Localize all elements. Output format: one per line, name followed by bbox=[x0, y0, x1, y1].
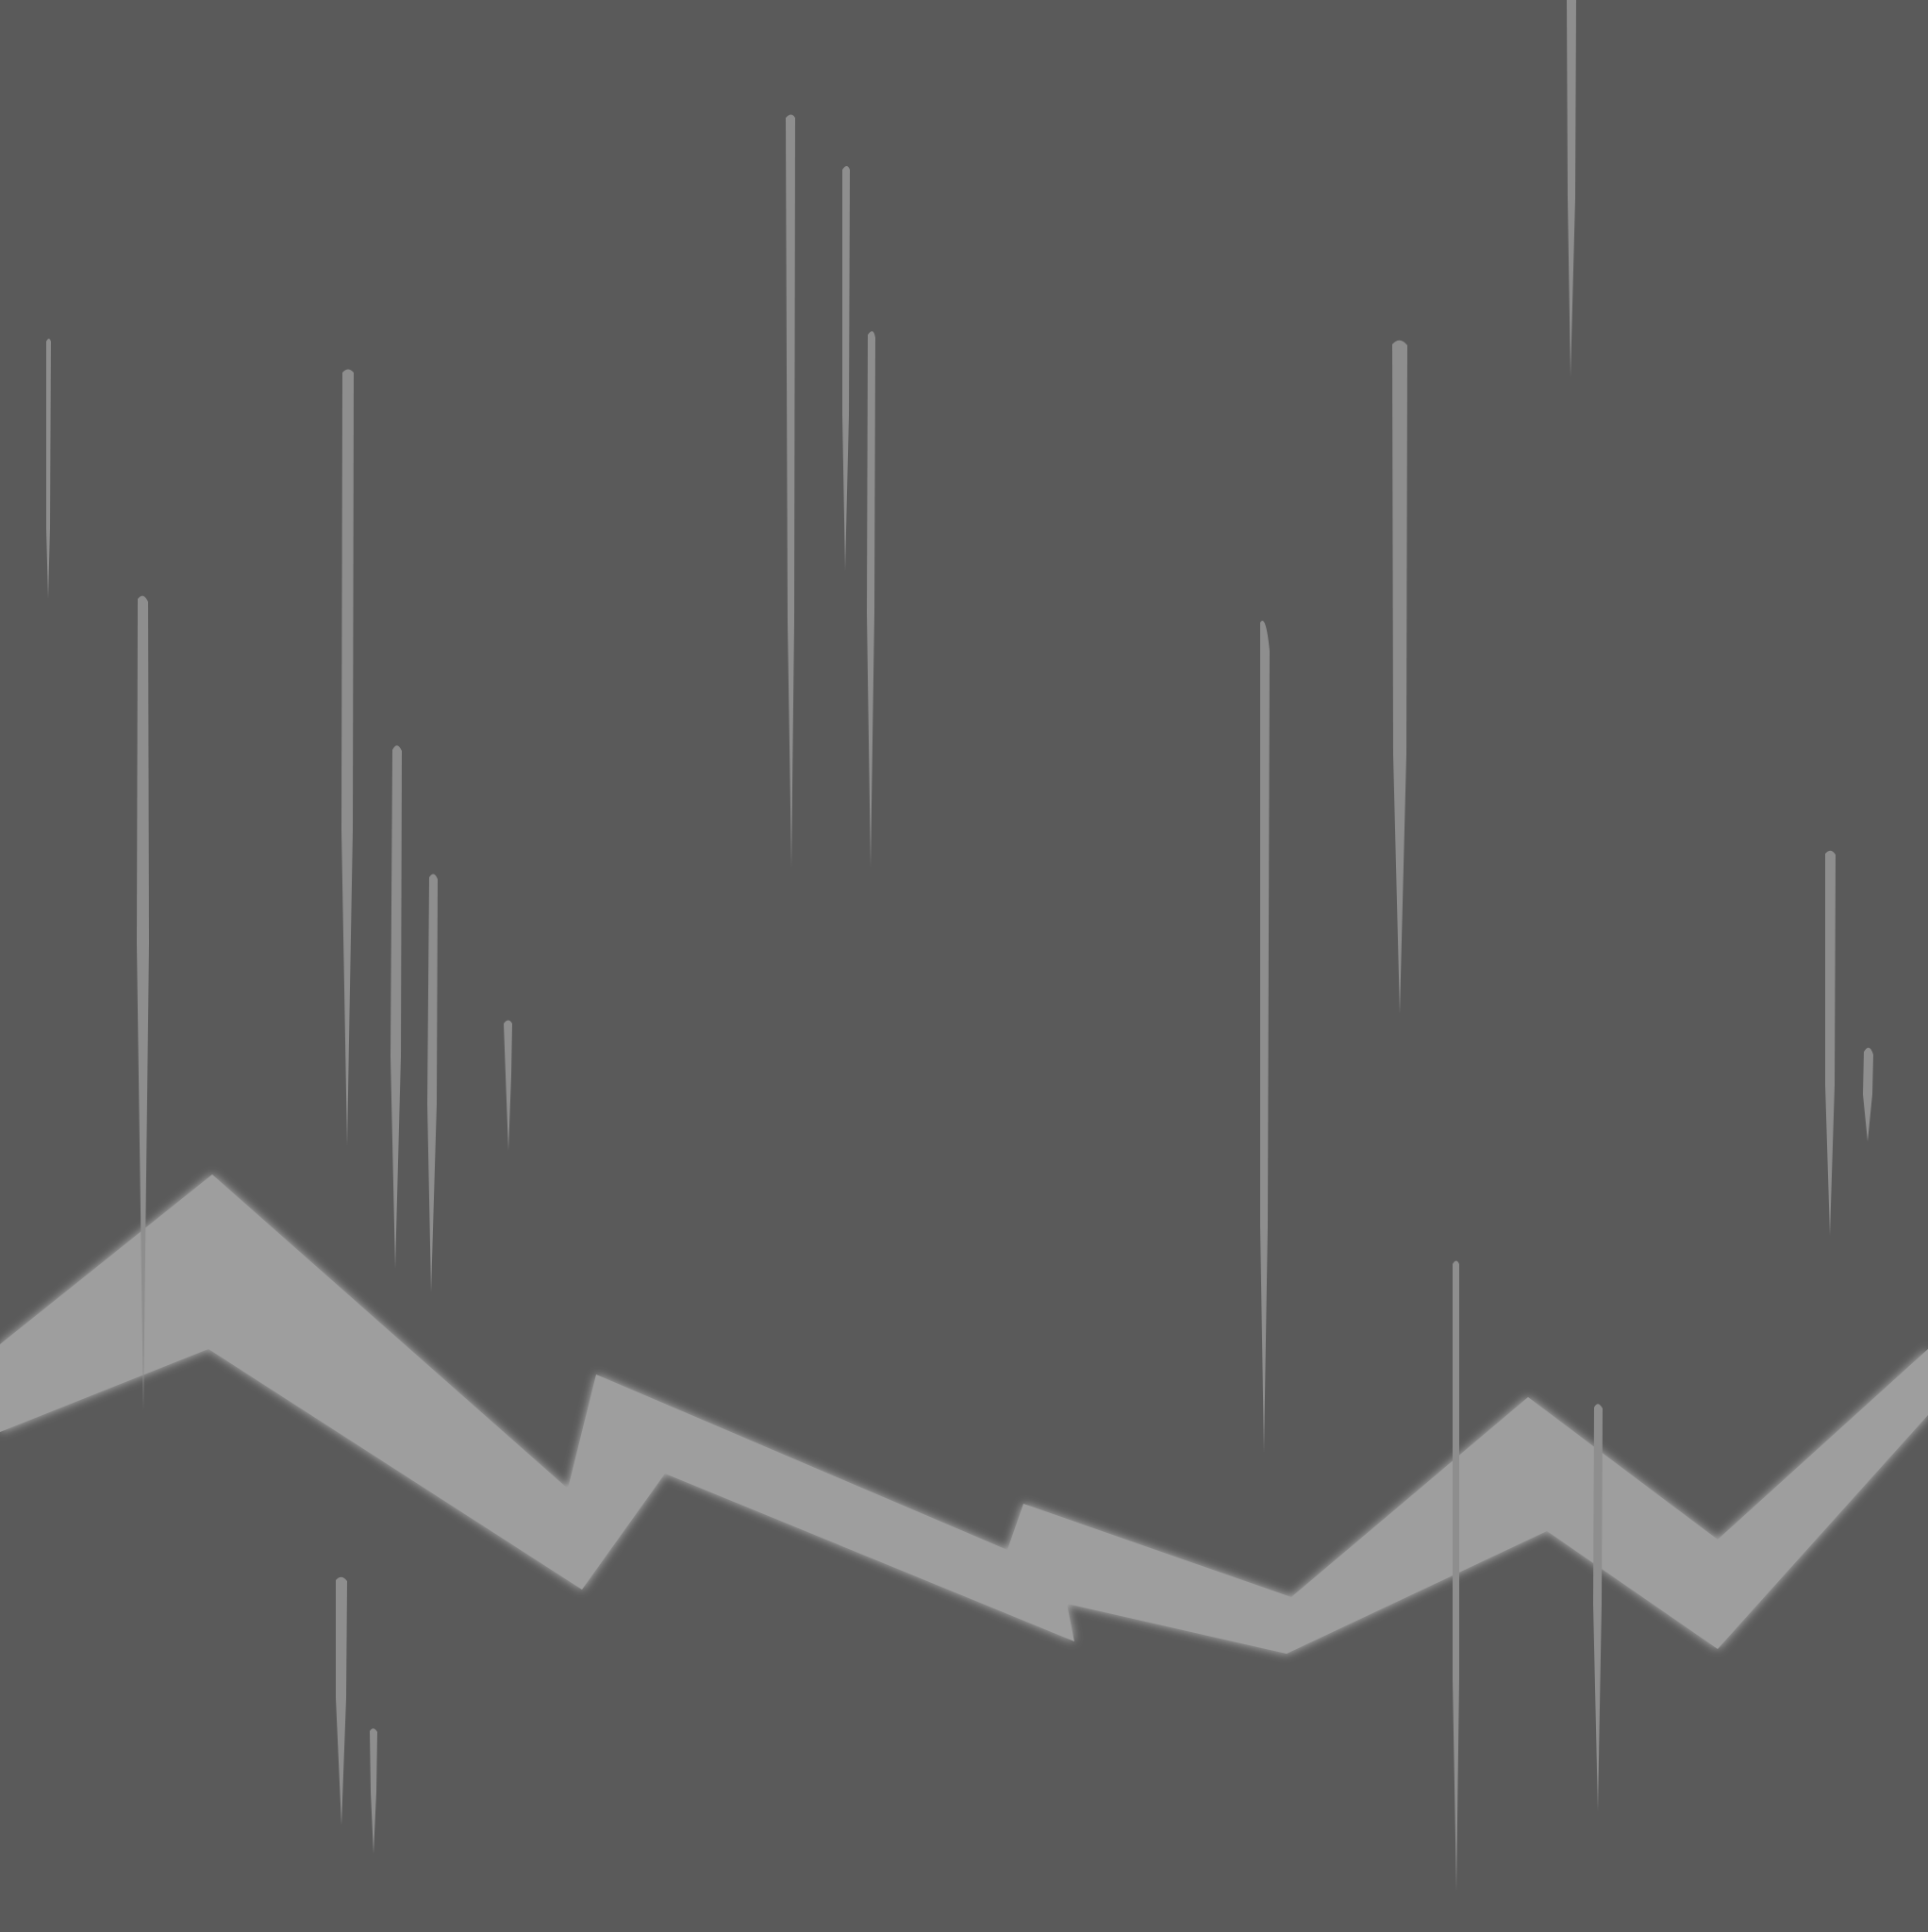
rain-streaks bbox=[46, 0, 1873, 1891]
rain-streak bbox=[1453, 1260, 1459, 1891]
rain-streak bbox=[867, 331, 875, 869]
rain-streak bbox=[786, 114, 795, 868]
rain-streak bbox=[341, 369, 354, 1146]
rain-streak bbox=[391, 745, 402, 1269]
rain-streak bbox=[370, 1728, 377, 1854]
rain-streak bbox=[336, 1576, 347, 1825]
rain-streak bbox=[1260, 621, 1270, 1453]
rain-streak bbox=[1392, 340, 1407, 1015]
rain-streak bbox=[137, 595, 149, 1410]
rain-streak bbox=[46, 339, 51, 599]
rain-streak bbox=[1863, 1047, 1873, 1141]
rain-streak bbox=[1567, 0, 1576, 377]
rain-streak bbox=[504, 1020, 512, 1151]
rain-streak bbox=[842, 166, 850, 571]
jagged-ridge bbox=[0, 1174, 1928, 1654]
rain-streak bbox=[1825, 850, 1836, 1236]
rain-streak bbox=[1593, 1404, 1603, 1811]
rain-streak bbox=[427, 874, 438, 1292]
